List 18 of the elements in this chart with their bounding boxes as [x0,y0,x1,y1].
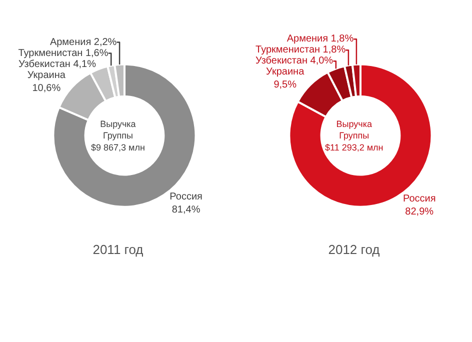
slice-label: Россия [402,194,436,205]
text: Выручка Группы $11 293,2 млн [325,119,384,152]
slice-label: Армения 2,2% [50,36,117,48]
slice-label: Узбекистан 4,0% [256,56,334,67]
slice-label: Туркменистан 1,8% [256,44,346,56]
data-label: 9,5% [274,80,297,91]
slice-label: Туркменистан 1,6% [18,48,108,59]
data-label: 82,9% [405,206,434,218]
data-label: 10,6% [32,83,61,94]
text: 2012 год [328,242,380,258]
text: Выручка Группы $9 867,3 млн [91,119,145,152]
slice-label: Узбекистан 4,1% [18,58,96,70]
slice-label: Армения 1,8% [286,34,354,45]
text: 2011 год [92,242,144,258]
slice-label: Украина [27,70,66,82]
data-label: 81,4% [172,204,200,216]
slice-label: Россия [170,192,202,203]
slice-label: Украина [266,66,305,78]
